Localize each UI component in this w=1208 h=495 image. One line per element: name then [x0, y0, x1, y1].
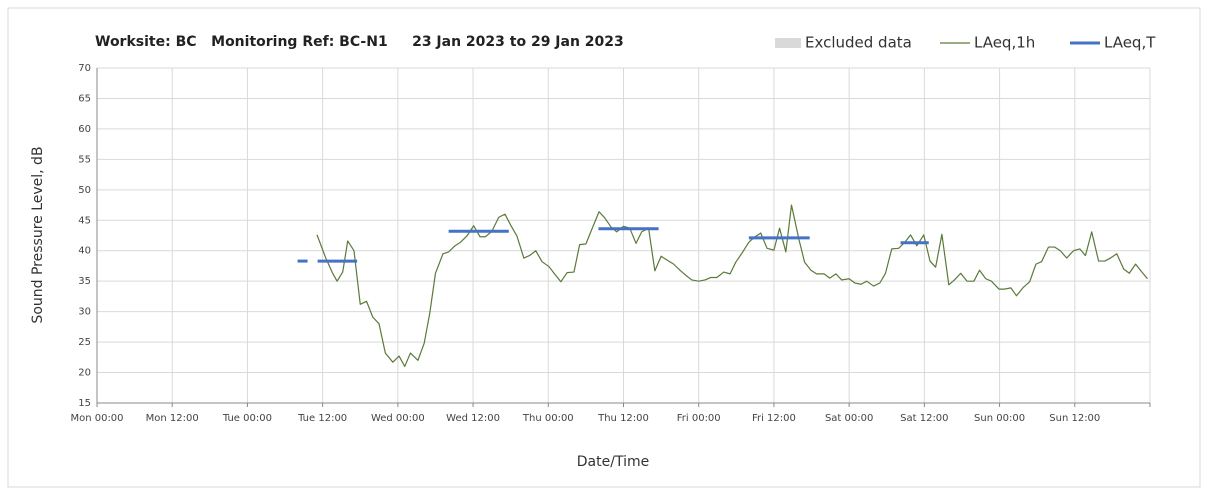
x-tick-label: Sun 12:00: [1049, 413, 1100, 424]
y-tick-label: 55: [78, 154, 91, 165]
y-axis-label: Sound Pressure Level, dB: [30, 146, 46, 323]
legend-label: Excluded data: [805, 34, 912, 52]
x-tick-label: Wed 00:00: [371, 413, 425, 424]
y-tick-label: 60: [78, 124, 91, 135]
y-tick-label: 65: [78, 93, 91, 104]
x-tick-label: Mon 00:00: [70, 413, 123, 424]
x-tick-label: Thu 00:00: [522, 413, 574, 424]
x-tick-label: Mon 12:00: [146, 413, 199, 424]
chart-title: Worksite: BC Monitoring Ref: BC-N1 23 Ja…: [95, 34, 624, 50]
legend-label: LAeq,1h: [974, 34, 1035, 52]
x-tick-label: Sat 00:00: [825, 413, 873, 424]
legend-label: LAeq,T: [1104, 34, 1156, 52]
x-tick-label: Thu 12:00: [597, 413, 649, 424]
x-axis-label: Date/Time: [577, 454, 649, 470]
x-tick-label: Sun 00:00: [974, 413, 1025, 424]
chart-frame: [7, 7, 1201, 488]
legend-swatch: [775, 38, 801, 48]
line-series: [316, 204, 1148, 368]
x-tick-label: Tue 12:00: [297, 413, 347, 424]
y-tick-label: 20: [78, 368, 91, 379]
x-tick-label: Fri 12:00: [752, 413, 796, 424]
y-tick-label: 25: [78, 337, 91, 348]
x-tick-label: Tue 00:00: [222, 413, 272, 424]
y-tick-label: 50: [78, 185, 91, 196]
y-tick-label: 45: [78, 215, 91, 226]
y-tick-label: 35: [78, 276, 91, 287]
y-tick-label: 30: [78, 307, 91, 318]
y-tick-label: 40: [78, 246, 91, 257]
y-tick-label: 70: [78, 63, 91, 74]
x-tick-label: Fri 00:00: [677, 413, 721, 424]
y-tick-label: 15: [78, 398, 91, 409]
x-tick-label: Sat 12:00: [900, 413, 948, 424]
x-tick-label: Wed 12:00: [446, 413, 500, 424]
